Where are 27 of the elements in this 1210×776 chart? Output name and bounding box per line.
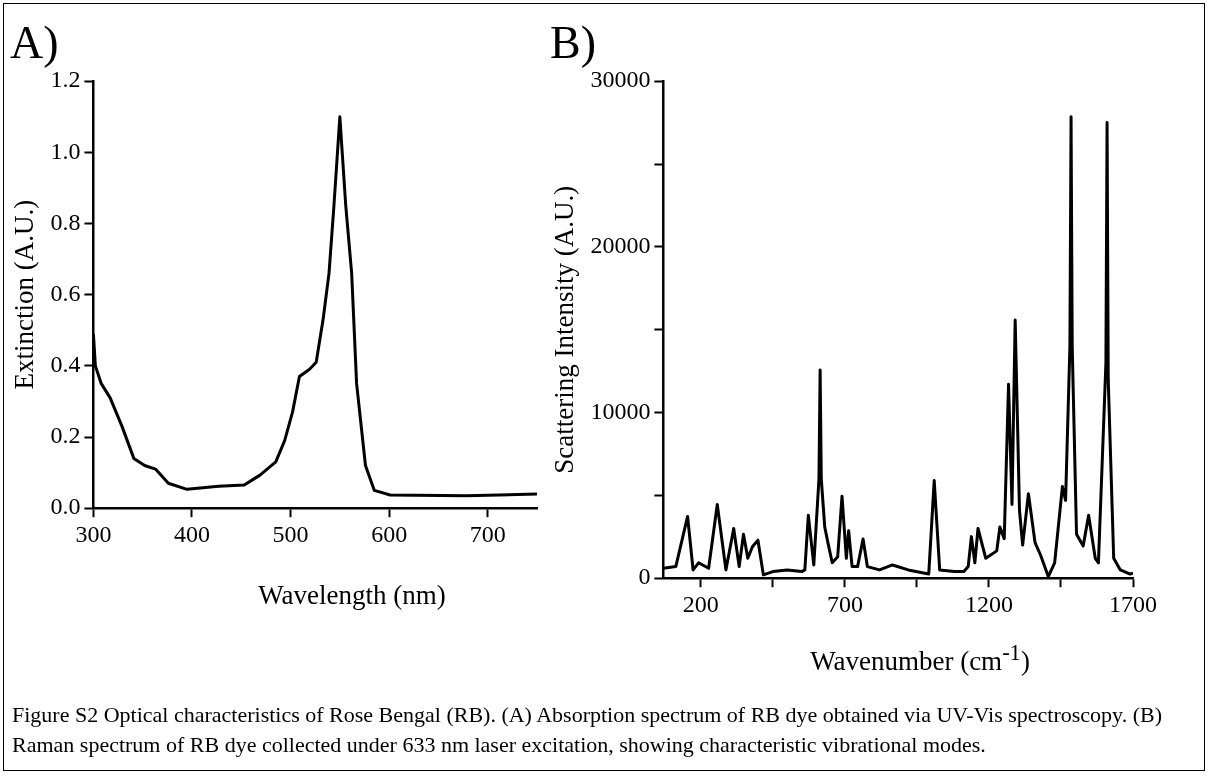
x-tick-label: 200: [682, 590, 719, 617]
y-tick-label: 30000: [590, 66, 651, 93]
y-axis-title: Scattering Intensity (A.U.): [549, 185, 580, 474]
x-tick-label: 1200: [964, 590, 1013, 617]
x-tick-label: 700: [469, 520, 506, 547]
y-tick-label: 1.2: [50, 66, 81, 93]
y-tick-label: 0.0: [50, 493, 81, 520]
x-tick-label: 500: [272, 520, 309, 547]
y-tick-label: 0.6: [50, 280, 81, 306]
y-axis-title: Extinction (A.U.): [9, 199, 40, 390]
chart-title: A): [10, 16, 59, 68]
y-tick-label: 0: [638, 563, 651, 590]
x-axis-title: Wavenumber (cm$^{-1}$): [810, 640, 1030, 677]
x-axis-title: Wavelength (nm): [258, 580, 446, 611]
caption: Figure S2 Optical characteristics of Rose Bengal (RB). (A) Absorption spectrum of RB dye obtained via UV-Vis spectroscopy. (B) Raman spectrum of RB dye collected under 633 nm laser excitation, showing characteristic vibrational modes.: [12, 701, 1163, 759]
y-tick-label: 20000: [590, 232, 651, 259]
x-tick-label: 1700: [1109, 590, 1157, 617]
y-tick-label: 0.2: [50, 422, 81, 449]
x-tick-label: 700: [826, 590, 863, 617]
x-tick-label: 600: [371, 520, 408, 547]
y-tick-label: 10000: [590, 397, 651, 424]
x-tick-label: 300: [75, 520, 112, 547]
y-tick-label: 1.0: [50, 137, 81, 164]
y-tick-label: 0.4: [50, 351, 81, 378]
x-tick-label: 400: [173, 520, 210, 547]
chart-title: B): [550, 16, 596, 68]
y-tick-label: 0.8: [50, 208, 81, 235]
